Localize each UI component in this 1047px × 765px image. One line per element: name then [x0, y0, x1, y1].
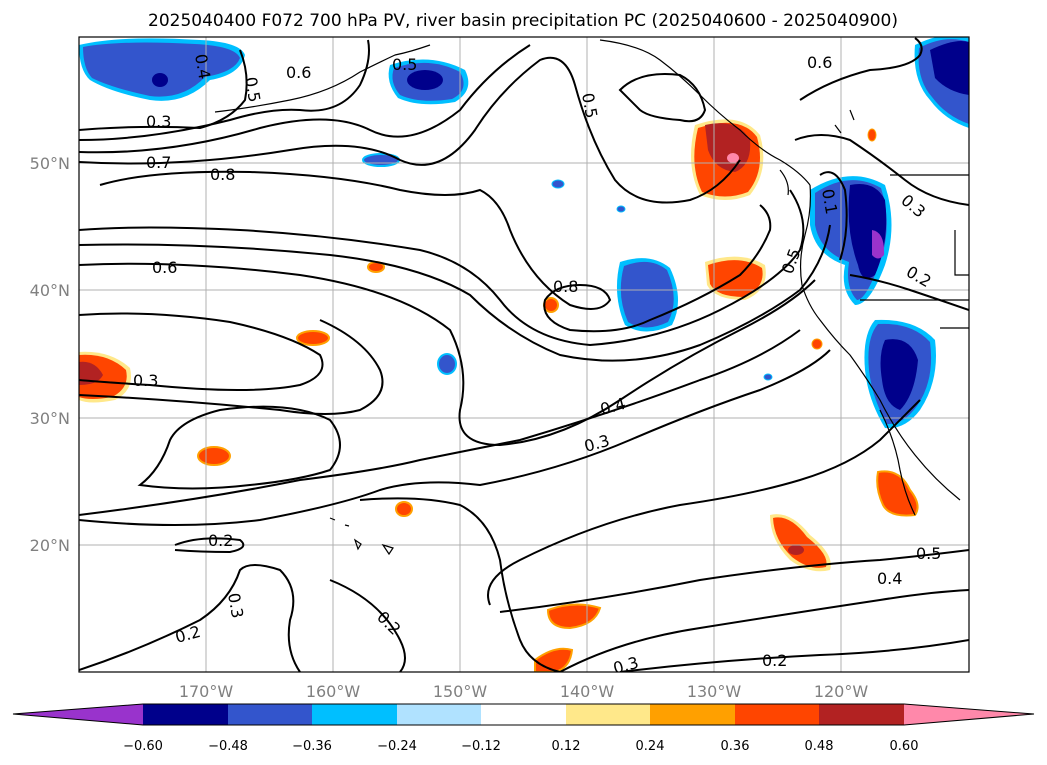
contour-label: 0.3 — [133, 371, 158, 390]
contour-label: 0.4 — [877, 569, 902, 588]
colorbar-tick-label: −0.24 — [377, 739, 417, 754]
latitude-labels: 50°N 40°N 30°N 20°N — [30, 154, 70, 555]
map-frame — [78, 36, 970, 673]
figure-title: 2025040400 F072 700 hPa PV, river basin … — [148, 11, 898, 31]
colorbar-extend-max — [904, 704, 1034, 725]
contour-label: 0.7 — [146, 153, 171, 172]
contour-label: 0.4 — [191, 52, 214, 80]
contour-label: 0.5 — [578, 91, 601, 119]
colorbar-swatch — [143, 704, 228, 725]
contour-label: 0.1 — [818, 187, 841, 215]
colorbar-extend-min — [13, 704, 143, 725]
coastlines — [214, 39, 969, 556]
contour-label: 0.5 — [241, 75, 264, 103]
negative-precip-areas — [79, 37, 969, 429]
colorbar-swatch — [650, 704, 735, 725]
lon-label: 140°W — [560, 682, 615, 701]
colorbar: −0.60 −0.48 −0.36 −0.24 −0.12 0.12 0.24 … — [12, 703, 1035, 754]
colorbar-swatch — [819, 704, 904, 725]
contour-label: 0.2 — [762, 651, 787, 670]
contour-label: 0.6 — [152, 258, 177, 277]
colorbar-tick-label: 0.36 — [721, 739, 750, 754]
lat-label: 40°N — [30, 281, 70, 300]
colorbar-tick-label: −0.60 — [123, 739, 163, 754]
contour-label: 0.3 — [611, 653, 641, 678]
colorbar-swatch — [735, 704, 819, 725]
contour-label: 0.3 — [224, 591, 247, 619]
lat-label: 50°N — [30, 154, 70, 173]
map-panel: 0.4 0.5 0.6 0.5 0.3 0.7 0.8 0.5 0.6 0.6 … — [79, 37, 969, 678]
pv-contours — [79, 37, 969, 672]
colorbar-swatch — [566, 704, 650, 725]
colorbar-tick-label: −0.48 — [208, 739, 248, 754]
lon-label: 160°W — [306, 682, 361, 701]
colorbar-ticks: −0.60 −0.48 −0.36 −0.24 −0.12 0.12 0.24 … — [123, 739, 918, 754]
contour-label: 0.5 — [916, 544, 941, 563]
positive-precip-areas — [79, 119, 919, 672]
lon-label: 130°W — [687, 682, 742, 701]
contour-label: 0.6 — [807, 53, 832, 72]
longitude-labels: 170°W 160°W 150°W 140°W 130°W 120°W — [179, 682, 869, 701]
colorbar-swatch — [397, 704, 481, 725]
lat-label: 30°N — [30, 409, 70, 428]
lon-label: 120°W — [814, 682, 869, 701]
contour-label: 0.8 — [553, 277, 578, 296]
colorbar-tick-label: 0.48 — [805, 739, 834, 754]
colorbar-tick-label: −0.12 — [461, 739, 501, 754]
colorbar-swatch — [312, 704, 397, 725]
colorbar-tick-label: 0.60 — [890, 739, 919, 754]
contour-label: 0.3 — [146, 112, 171, 131]
contour-label: 0.5 — [392, 55, 417, 74]
colorbar-tick-label: −0.36 — [292, 739, 332, 754]
lon-label: 170°W — [179, 682, 234, 701]
colorbar-swatch — [228, 704, 312, 725]
graticule — [79, 37, 969, 672]
colorbar-swatch — [481, 704, 566, 725]
lon-label: 150°W — [433, 682, 488, 701]
contour-label: 0.6 — [286, 63, 311, 82]
colorbar-tick-label: 0.12 — [552, 739, 581, 754]
lat-label: 20°N — [30, 536, 70, 555]
colorbar-tick-label: 0.24 — [636, 739, 665, 754]
contour-label: 0.2 — [208, 531, 233, 550]
contour-label: 0.8 — [210, 165, 235, 184]
